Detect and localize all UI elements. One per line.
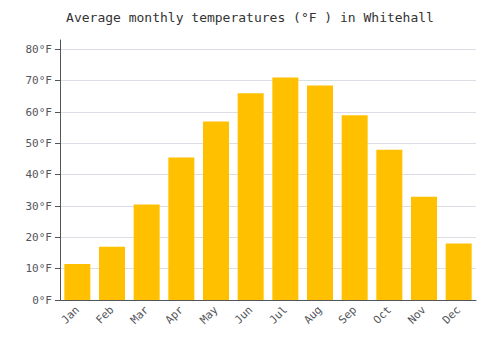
svg-text:20°F: 20°F	[26, 231, 53, 244]
svg-text:60°F: 60°F	[26, 106, 53, 119]
svg-text:Aug: Aug	[301, 303, 324, 326]
svg-text:10°F: 10°F	[26, 262, 53, 275]
svg-text:Jun: Jun	[232, 303, 255, 326]
svg-text:Nov: Nov	[405, 303, 428, 326]
svg-text:30°F: 30°F	[26, 200, 53, 213]
svg-text:0°F: 0°F	[32, 294, 52, 307]
svg-text:Apr: Apr	[163, 303, 186, 326]
svg-text:50°F: 50°F	[26, 137, 53, 150]
svg-text:80°F: 80°F	[26, 43, 53, 56]
svg-text:Average monthly temperatures (: Average monthly temperatures (°F ) in Wh…	[66, 10, 434, 25]
svg-text:70°F: 70°F	[26, 74, 53, 87]
svg-text:Jan: Jan	[59, 303, 82, 326]
svg-text:Oct: Oct	[371, 303, 394, 326]
svg-text:Feb: Feb	[93, 303, 116, 326]
svg-text:Mar: Mar	[128, 303, 151, 326]
svg-text:Jul: Jul	[267, 303, 290, 326]
svg-text:May: May	[197, 303, 220, 326]
svg-text:Dec: Dec	[440, 303, 463, 326]
svg-text:40°F: 40°F	[26, 168, 53, 181]
svg-text:Sep: Sep	[336, 303, 359, 326]
